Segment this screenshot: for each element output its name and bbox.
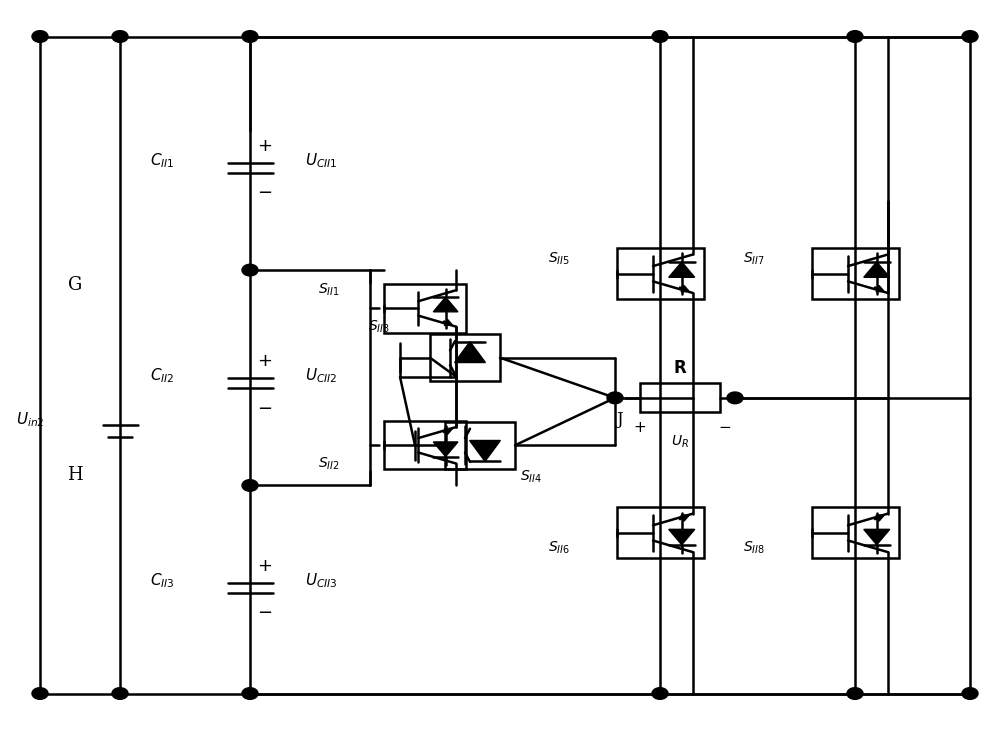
Text: $U_R$: $U_R$ [671,434,689,450]
Text: $S_{II8}$: $S_{II8}$ [743,539,765,556]
Circle shape [607,392,623,404]
Polygon shape [455,342,485,363]
Circle shape [242,688,258,699]
Text: $U_{CII2}$: $U_{CII2}$ [305,366,338,385]
Bar [812,507,898,558]
Text: $S_{II7}$: $S_{II7}$ [743,251,765,267]
Text: −: − [257,604,273,622]
Circle shape [727,392,743,404]
Text: $S_{II1}$: $S_{II1}$ [318,282,340,299]
Text: J: J [617,411,623,429]
Bar [616,248,704,299]
Text: +: + [634,420,646,434]
Circle shape [652,688,668,699]
Bar [812,248,898,299]
Text: $\mathbf{R}$: $\mathbf{R}$ [673,360,687,377]
Text: G: G [68,276,82,293]
Polygon shape [864,262,890,277]
Circle shape [242,31,258,42]
Bar [384,421,466,469]
Circle shape [962,688,978,699]
Text: $S_{II2}$: $S_{II2}$ [318,456,340,472]
Text: $S_{II4}$: $S_{II4}$ [520,468,542,485]
Text: $C_{II3}$: $C_{II3}$ [150,571,175,590]
Text: $S_{II5}$: $S_{II5}$ [548,251,570,267]
Text: −: − [257,400,273,418]
Text: $C_{II1}$: $C_{II1}$ [150,151,175,170]
Circle shape [652,31,668,42]
Bar [616,507,704,558]
Text: $U_{in2}$: $U_{in2}$ [16,410,45,429]
Circle shape [962,31,978,42]
Circle shape [32,688,48,699]
Text: $C_{II2}$: $C_{II2}$ [150,366,175,385]
Circle shape [32,31,48,42]
Circle shape [242,264,258,276]
Text: H: H [67,466,83,483]
Text: $S_{II6}$: $S_{II6}$ [548,539,570,556]
Text: +: + [258,137,272,155]
Text: $U_{CII3}$: $U_{CII3}$ [305,571,338,590]
Bar [384,284,466,333]
Polygon shape [470,440,500,461]
Polygon shape [669,262,695,277]
Polygon shape [864,529,890,545]
Text: $U_{CII1}$: $U_{CII1}$ [305,151,338,170]
Polygon shape [669,529,695,545]
Bar [430,334,500,381]
Text: $S_{II3}$: $S_{II3}$ [368,318,390,335]
Text: −: − [719,420,731,434]
Bar [640,383,720,412]
Polygon shape [433,442,458,456]
Bar [445,421,515,469]
Circle shape [847,31,863,42]
Text: −: − [257,185,273,202]
Text: +: + [258,557,272,575]
Circle shape [847,688,863,699]
Circle shape [112,31,128,42]
Polygon shape [433,297,458,312]
Text: +: + [258,353,272,370]
Circle shape [112,688,128,699]
Circle shape [242,480,258,491]
